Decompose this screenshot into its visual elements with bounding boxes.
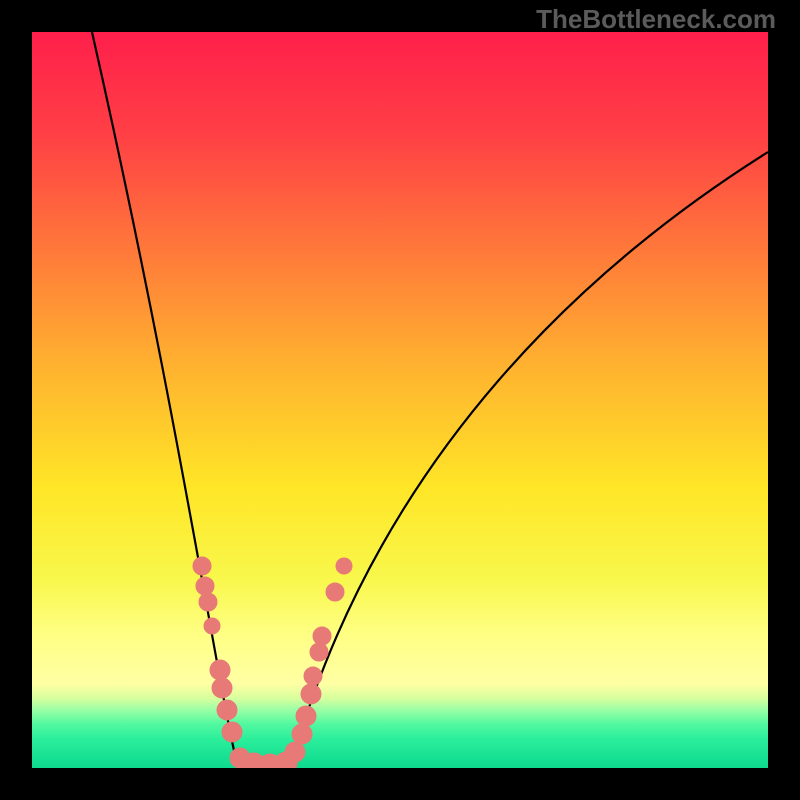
- data-marker: [222, 722, 242, 742]
- data-marker: [193, 557, 211, 575]
- data-marker: [292, 724, 312, 744]
- data-marker: [336, 558, 352, 574]
- curve-layer: [32, 32, 768, 768]
- chart-frame: TheBottleneck.com: [0, 0, 800, 800]
- data-marker: [313, 627, 331, 645]
- data-marker: [326, 583, 344, 601]
- curve-right-arm: [290, 152, 768, 768]
- data-marker: [217, 700, 237, 720]
- data-marker: [310, 643, 328, 661]
- data-marker: [204, 618, 220, 634]
- data-marker: [285, 742, 305, 762]
- data-marker: [304, 667, 322, 685]
- curve-left-arm: [92, 32, 238, 768]
- data-marker: [212, 678, 232, 698]
- watermark-text: TheBottleneck.com: [536, 4, 776, 35]
- data-marker: [199, 593, 217, 611]
- plot-area: [32, 32, 768, 768]
- data-marker: [210, 660, 230, 680]
- data-marker: [196, 577, 214, 595]
- data-marker: [296, 706, 316, 726]
- data-marker: [301, 684, 321, 704]
